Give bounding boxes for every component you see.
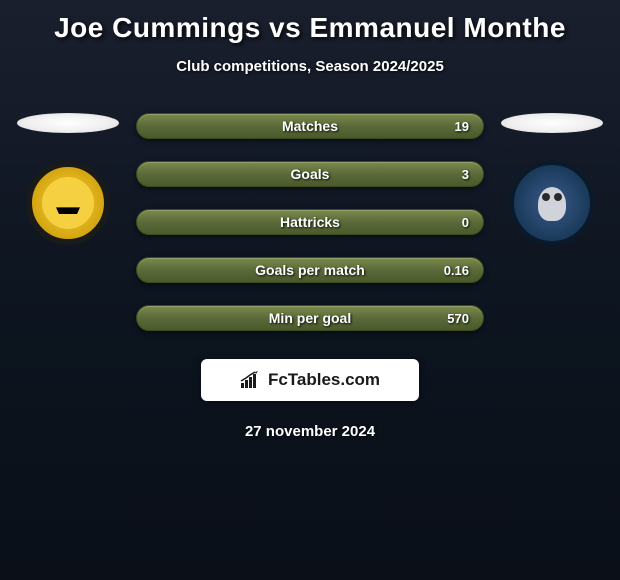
stat-value: 3 (462, 167, 469, 182)
stat-bar-hattricks: Hattricks 0 (136, 209, 484, 235)
page-title: Joe Cummings vs Emmanuel Monthe (0, 0, 620, 44)
stat-label: Min per goal (269, 310, 351, 326)
stat-value: 0 (462, 215, 469, 230)
stats-column: Matches 19 Goals 3 Hattricks 0 Goals per… (128, 113, 492, 331)
stat-value: 19 (455, 119, 469, 134)
subtitle: Club competitions, Season 2024/2025 (0, 58, 620, 75)
stat-value: 0.16 (444, 263, 469, 278)
comparison-row: Matches 19 Goals 3 Hattricks 0 Goals per… (0, 113, 620, 331)
stat-label: Goals (291, 166, 330, 182)
stat-label: Goals per match (255, 262, 365, 278)
stat-bar-goals: Goals 3 (136, 161, 484, 187)
brand-label: FcTables.com (268, 370, 380, 390)
stat-label: Matches (282, 118, 338, 134)
stat-bar-goals-per-match: Goals per match 0.16 (136, 257, 484, 283)
stat-label: Hattricks (280, 214, 340, 230)
stat-bar-matches: Matches 19 (136, 113, 484, 139)
ship-icon (42, 177, 94, 229)
chart-icon (240, 371, 262, 389)
left-team-col (8, 113, 128, 245)
owl-icon (532, 183, 572, 223)
stat-value: 570 (447, 311, 469, 326)
right-team-badge (510, 161, 594, 245)
left-team-badge (26, 161, 110, 245)
right-team-col (492, 113, 612, 245)
right-placeholder-ellipse (501, 113, 603, 133)
left-placeholder-ellipse (17, 113, 119, 133)
brand-box: FcTables.com (201, 359, 419, 401)
date-label: 27 november 2024 (0, 423, 620, 440)
stat-bar-min-per-goal: Min per goal 570 (136, 305, 484, 331)
